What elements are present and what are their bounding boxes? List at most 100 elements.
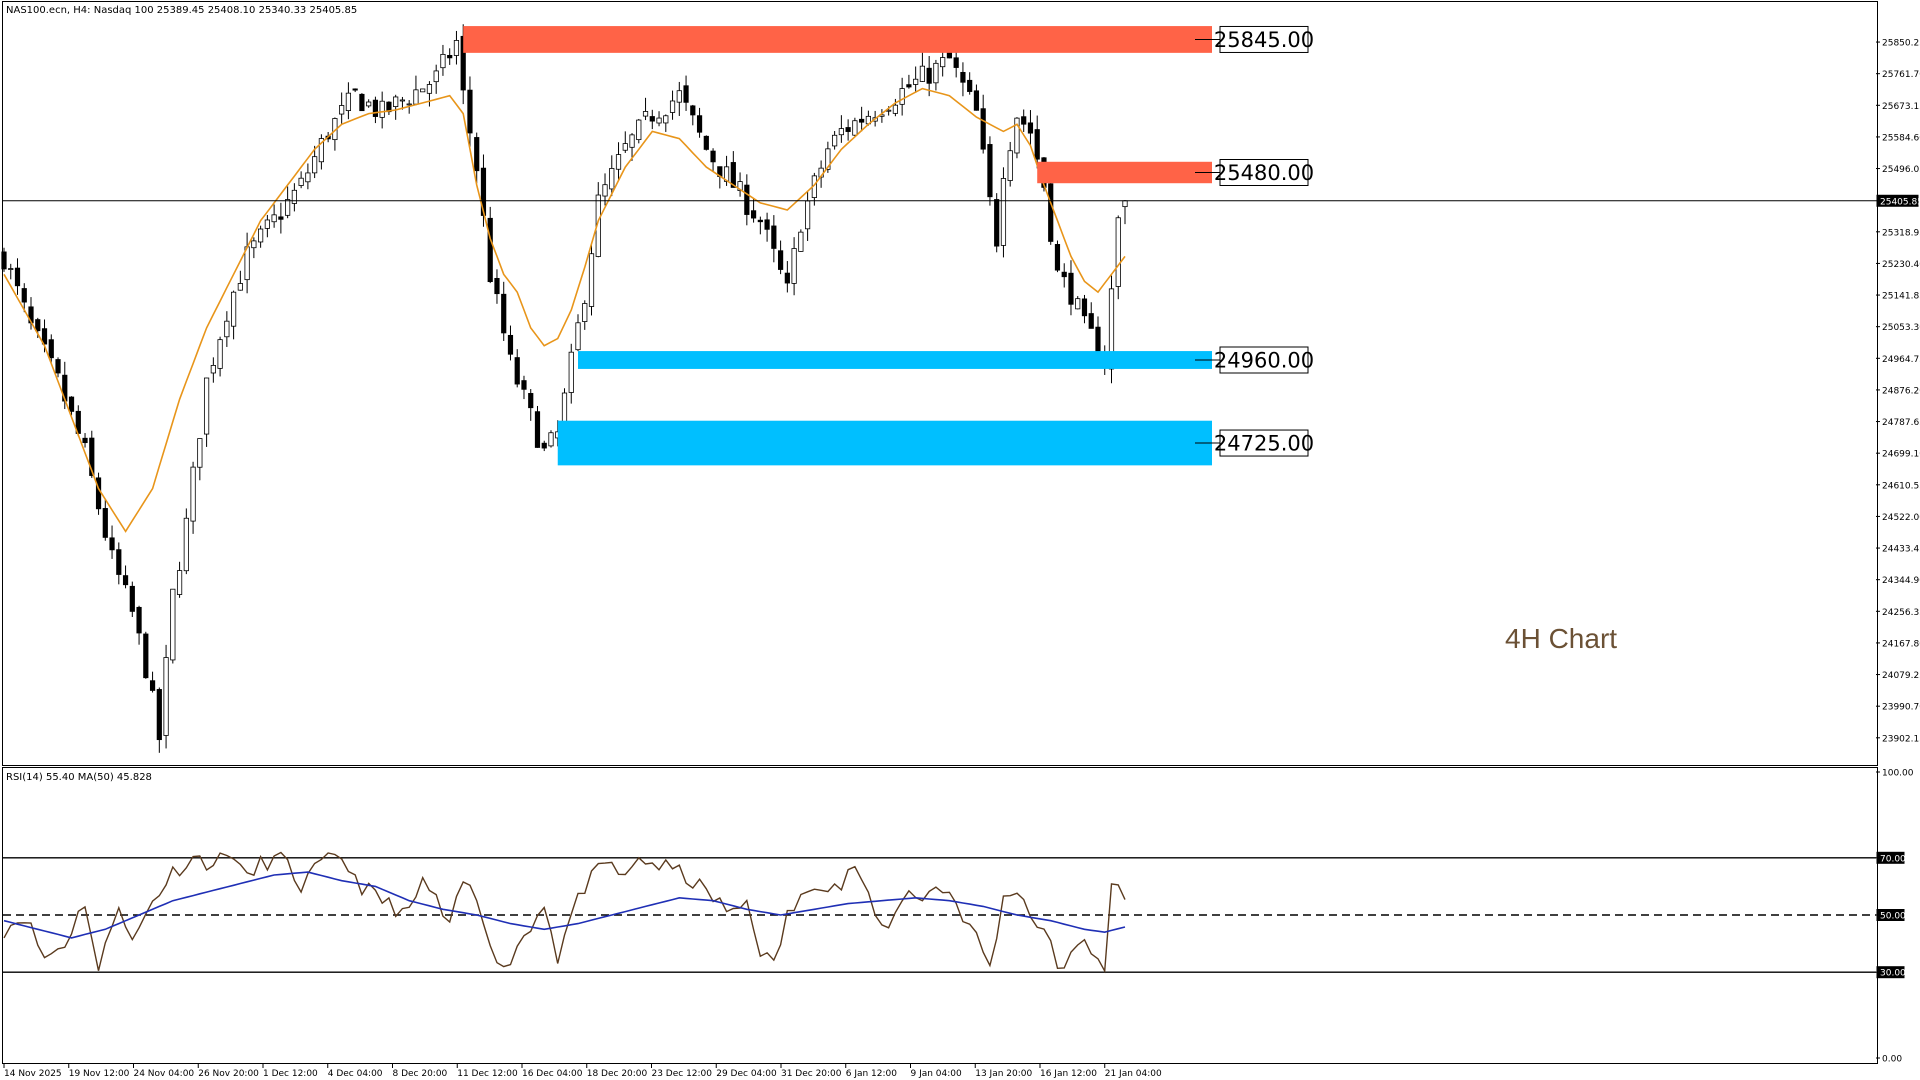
time-axis-label: 21 Jan 04:00: [1105, 1069, 1162, 1079]
current-price-label-bg: [1876, 194, 1919, 207]
candle-body: [663, 115, 669, 124]
candle-body: [994, 199, 1000, 247]
candle-body: [149, 680, 156, 691]
candle-body: [1108, 288, 1115, 370]
time-axis-label: 1 Dec 12:00: [263, 1069, 318, 1079]
rsi-level-label: 70.00: [1880, 854, 1906, 864]
zone-level-label: 24960.00: [1214, 349, 1314, 373]
price-axis-label: 24964.75: [1882, 355, 1920, 365]
chart-info-header: NAS100.ecn, H4: Nasdaq 100 25389.45 2540…: [6, 5, 357, 16]
time-axis-label: 16 Jan 12:00: [1040, 1069, 1097, 1079]
candle-body: [372, 99, 379, 117]
candle-body: [919, 65, 926, 82]
candle-body: [291, 189, 297, 204]
axes: 25850.25 25761.70 25673.15 25584.60 25496.05…: [3, 39, 1920, 1079]
candle-body: [122, 575, 129, 586]
price-axis-label: 25230.40: [1882, 260, 1920, 270]
candle-body: [906, 84, 912, 88]
candle-body: [480, 167, 487, 216]
candle-body: [737, 181, 743, 191]
candle-body: [21, 288, 27, 303]
candle-body: [960, 71, 966, 83]
rsi-line: [3, 851, 1126, 974]
rsi-level-label-bg: [1876, 851, 1905, 864]
candle-body: [832, 134, 838, 147]
candle-body: [791, 248, 797, 284]
candle-body: [1054, 244, 1061, 271]
candle-body: [258, 228, 264, 243]
price-axis-label: 25141.85: [1882, 292, 1920, 302]
price-axis-label: 24167.80: [1882, 639, 1920, 649]
price-axis-label: 24699.10: [1882, 450, 1920, 460]
candle-body: [946, 52, 953, 59]
candle-body: [413, 89, 419, 105]
candle-body: [467, 89, 473, 134]
candle-body: [379, 100, 385, 118]
support-zone: [578, 351, 1212, 369]
candle-body: [1068, 272, 1074, 305]
candle-body: [1027, 122, 1034, 134]
candle-body: [197, 438, 203, 468]
price-axis-label: 23902.15: [1882, 734, 1920, 744]
rsi-level-label: 50.00: [1880, 912, 1906, 922]
price-axis-label: 24433.45: [1882, 545, 1920, 555]
candle-body: [609, 168, 615, 190]
candle-body: [805, 200, 811, 230]
candle-body: [345, 92, 352, 111]
time-axis-label: 14 Nov 2025: [4, 1069, 62, 1079]
candle-body: [136, 606, 142, 634]
candle-body: [582, 303, 588, 322]
candle-body: [1, 251, 7, 270]
price-axis-label: 24610.55: [1882, 481, 1920, 491]
candle-body: [845, 127, 851, 132]
candle-body: [615, 154, 622, 170]
candle-body: [285, 199, 291, 216]
price-axis-label: 24876.20: [1882, 386, 1920, 396]
candle-body: [298, 177, 304, 186]
price-axis-label: 23990.70: [1882, 703, 1920, 713]
candle-body: [1061, 271, 1067, 278]
candle-body: [690, 105, 696, 116]
price-moving-average-line: [3, 87, 1126, 533]
price-axis-label: 25496.05: [1882, 165, 1920, 175]
candle-body: [913, 78, 919, 85]
candle-body: [339, 105, 345, 115]
candle-body: [771, 225, 777, 249]
candle-body: [514, 357, 520, 385]
candle-body: [750, 210, 757, 219]
candle-body: [8, 268, 14, 270]
time-axis-label: 11 Dec 12:00: [457, 1069, 518, 1079]
time-axis-label: 16 Dec 04:00: [522, 1069, 583, 1079]
candle-body: [940, 57, 946, 68]
candle-body: [231, 291, 237, 327]
zone-level-label: 24725.00: [1214, 432, 1314, 456]
zone-level-label-box: [1219, 159, 1309, 186]
current-price-label: 25405.85: [1880, 197, 1920, 207]
candle-body: [541, 442, 547, 449]
candle-body: [1088, 313, 1094, 329]
candle-body: [190, 466, 196, 522]
candle-body: [1034, 129, 1040, 160]
candle-body: [967, 79, 973, 92]
candle-body: [534, 411, 541, 448]
candle-body: [622, 143, 628, 151]
rsi-info-header: RSI(14) 55.40 MA(50) 45.828: [6, 772, 152, 783]
price-axis-label: 24522.00: [1882, 513, 1920, 523]
price-panel-frame: [2, 1, 1878, 766]
candle-body: [838, 128, 844, 136]
candle-body: [703, 135, 709, 150]
candle-body: [156, 689, 162, 741]
candle-body: [494, 277, 500, 295]
candle-body: [859, 118, 865, 123]
candle-body: [143, 633, 149, 679]
candle-body: [48, 339, 54, 359]
candle-body: [406, 103, 412, 106]
price-axis-label: 25053.30: [1882, 323, 1920, 333]
rsi-axis-label: 0.00: [1882, 1055, 1902, 1065]
candle-body: [730, 162, 736, 188]
candle-body: [669, 100, 676, 113]
candle-body: [1081, 298, 1088, 317]
rsi-plot: [3, 851, 1876, 974]
time-axis-label: 4 Dec 04:00: [328, 1069, 383, 1079]
candle-body: [683, 85, 689, 103]
